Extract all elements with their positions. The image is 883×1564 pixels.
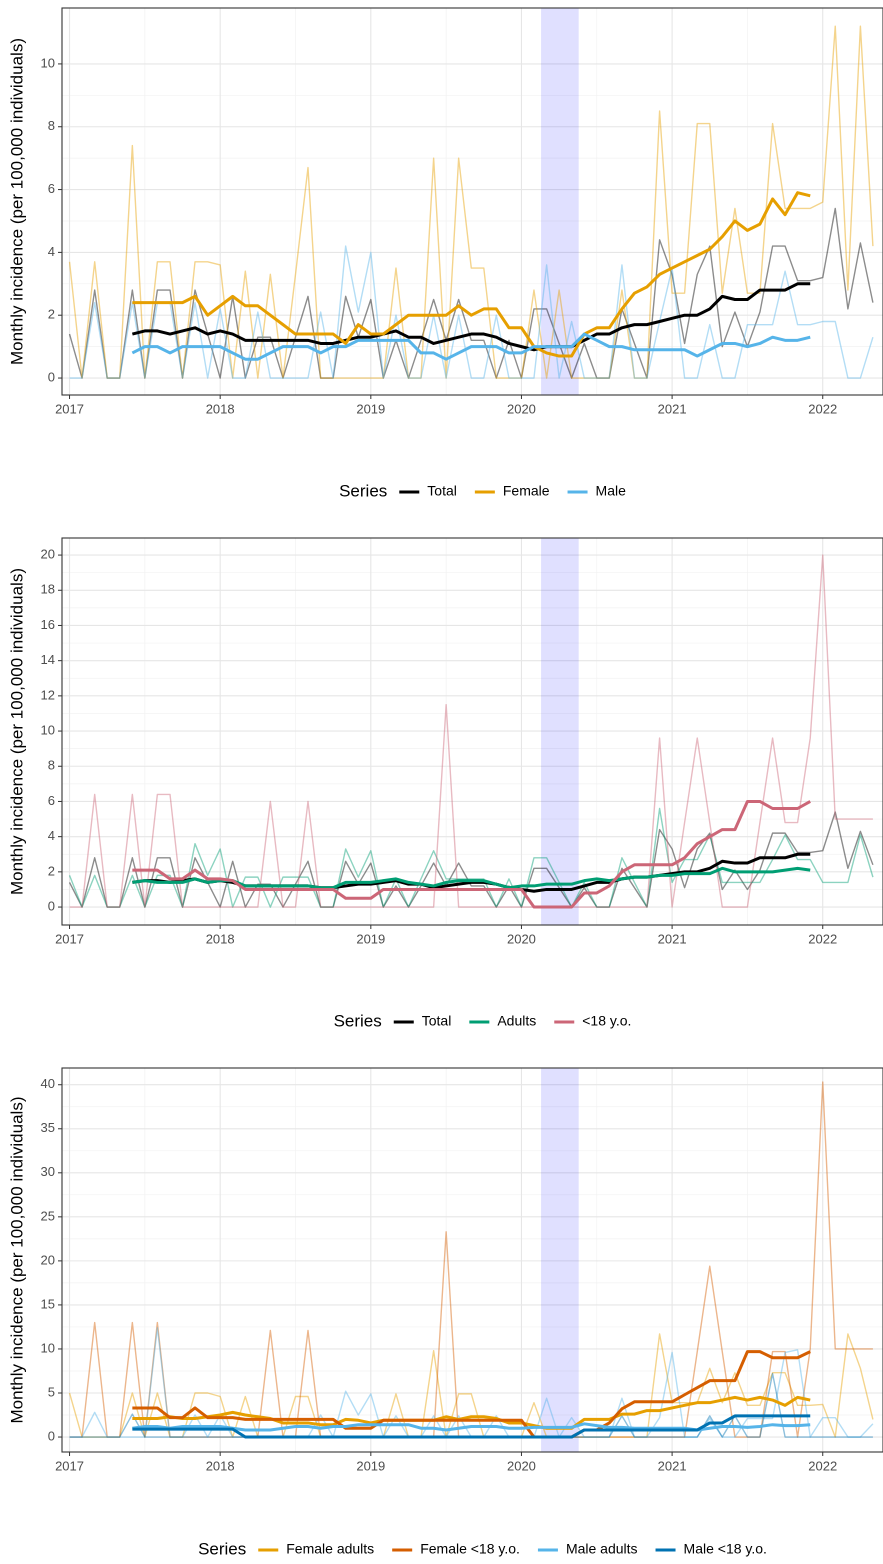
smoothed-line — [132, 1350, 811, 1439]
legend-title: Series — [198, 1539, 246, 1558]
y-tick-label: 25 — [41, 1208, 55, 1223]
shaded-period — [541, 1068, 579, 1452]
y-tick-label: 10 — [41, 55, 55, 70]
y-tick-label: 40 — [41, 1076, 55, 1091]
x-tick-label: 2018 — [206, 401, 235, 416]
y-tick-label: 12 — [41, 687, 55, 702]
shaded-period — [541, 538, 579, 925]
y-tick-label: 15 — [41, 1296, 55, 1311]
y-tick-label: 0 — [48, 898, 55, 913]
raw-line — [68, 207, 874, 379]
plot-border — [61, 7, 883, 396]
y-tick-label: 8 — [48, 758, 55, 773]
raw-line — [69, 554, 873, 908]
x-tick-label: 2017 — [55, 1458, 84, 1473]
y-tick-label: 2 — [48, 863, 55, 878]
legend-label: Female <18 y.o. — [420, 1541, 520, 1557]
plot-border — [61, 1067, 883, 1453]
y-tick-label: 0 — [48, 369, 55, 384]
grid — [62, 1068, 883, 1452]
plot-background — [62, 8, 883, 395]
y-tick-label: 18 — [41, 582, 55, 597]
x-tick-label: 2021 — [658, 1458, 687, 1473]
smoothed-line — [132, 1414, 811, 1439]
x-tick-label: 2022 — [808, 401, 837, 416]
y-tick-label: 20 — [41, 547, 55, 562]
panel: 0 2 4 6 8 10 12 14 16 18 20 2017 2018 2019 2020 2021 202… — [7, 537, 883, 1030]
x-tick-label: 2019 — [356, 401, 385, 416]
legend-title: Series — [334, 1011, 382, 1030]
y-tick-label: 4 — [48, 828, 55, 843]
y-tick-label: 30 — [41, 1164, 55, 1179]
x-tick-label: 2020 — [507, 401, 536, 416]
y-tick-label: 10 — [41, 722, 55, 737]
panel: 0 5 10 15 20 25 30 35 40 2017 2018 2019 2020 2021 2022… — [7, 1067, 883, 1558]
x-tick-label: 2019 — [356, 931, 385, 946]
y-axis-label: Monthly incidence (per 100,000 individua… — [7, 1097, 26, 1424]
smoothed-line — [132, 799, 811, 909]
legend-label: Male — [596, 483, 627, 499]
y-tick-label: 20 — [41, 1252, 55, 1267]
legend-label: Male <18 y.o. — [684, 1541, 767, 1557]
x-tick-label: 2018 — [206, 931, 235, 946]
y-tick-label: 10 — [41, 1340, 55, 1355]
x-tick-label: 2019 — [356, 1458, 385, 1473]
plot-background — [62, 1068, 883, 1452]
y-tick-label: 16 — [41, 617, 55, 632]
legend-label: Total — [427, 483, 457, 499]
x-tick-label: 2022 — [808, 931, 837, 946]
y-tick-label: 35 — [41, 1120, 55, 1135]
smoothed-line — [131, 282, 811, 352]
smoothed-line — [132, 866, 811, 890]
y-tick-label: 6 — [48, 181, 55, 196]
x-tick-label: 2018 — [206, 1458, 235, 1473]
y-tick-label: 6 — [48, 793, 55, 808]
legend-label: Male adults — [566, 1541, 638, 1557]
data — [68, 1081, 874, 1439]
shaded-period — [541, 8, 579, 395]
raw-line — [68, 25, 874, 379]
legend-label: Female — [503, 483, 550, 499]
data — [68, 554, 874, 909]
x-tick-label: 2020 — [507, 1458, 536, 1473]
legend-title: Series — [339, 481, 387, 500]
legend-label: Female adults — [286, 1541, 374, 1557]
y-tick-label: 0 — [48, 1428, 55, 1443]
panel: 0 2 4 6 8 10 2017 2018 2019 2020 2021 2022 Monthly i… — [7, 7, 883, 500]
raw-line — [68, 807, 874, 908]
x-tick-label: 2021 — [658, 401, 687, 416]
x-tick-label: 2017 — [55, 931, 84, 946]
x-tick-label: 2020 — [507, 931, 536, 946]
legend: Series Total Adults <18 y.o. — [334, 1011, 632, 1030]
legend: Series Total Female Male — [339, 481, 626, 500]
y-axis-label: Monthly incidence (per 100,000 individua… — [7, 568, 26, 895]
x-tick-label: 2021 — [658, 931, 687, 946]
raw-line — [69, 245, 874, 379]
smoothed-line — [132, 191, 811, 358]
x-tick-label: 2022 — [808, 1458, 837, 1473]
data — [68, 25, 874, 379]
y-tick-label: 4 — [48, 244, 55, 259]
y-tick-label: 2 — [48, 307, 55, 322]
legend-label: Adults — [497, 1013, 536, 1029]
x-tick-label: 2017 — [55, 401, 84, 416]
smoothed-line — [132, 1395, 811, 1430]
grid — [62, 8, 883, 395]
y-tick-label: 14 — [41, 652, 55, 667]
legend-label: <18 y.o. — [582, 1013, 631, 1029]
legend-label: Total — [422, 1013, 452, 1029]
y-tick-label: 5 — [48, 1384, 55, 1399]
y-axis-label: Monthly incidence (per 100,000 individua… — [7, 38, 26, 365]
raw-line — [68, 1333, 874, 1438]
legend: Series Female adults Female <18 y.o. Male a… — [198, 1539, 767, 1558]
y-tick-label: 8 — [48, 118, 55, 133]
smoothed-line — [131, 332, 811, 361]
